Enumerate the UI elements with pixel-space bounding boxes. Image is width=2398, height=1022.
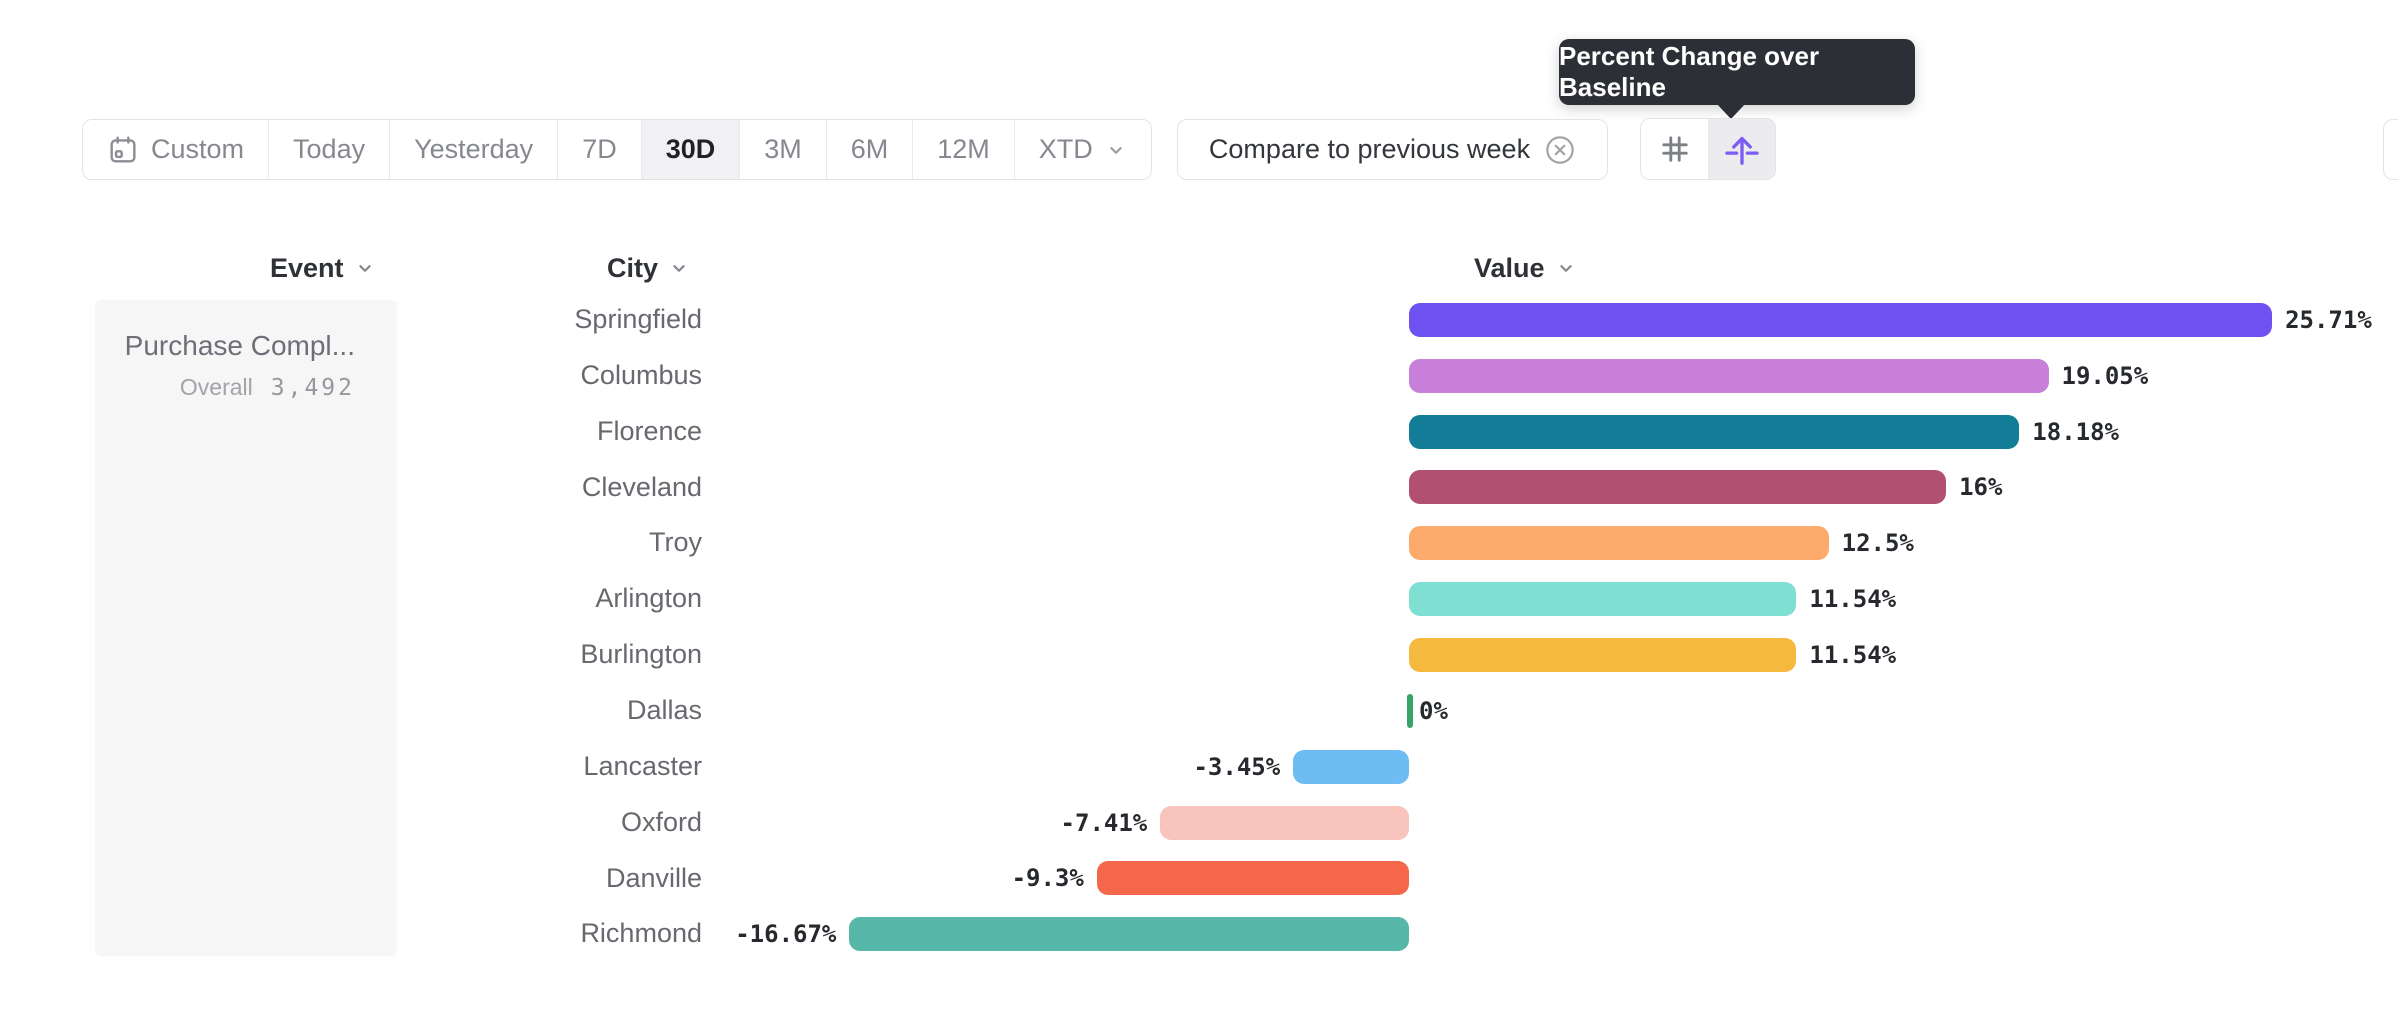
baseline-change-view-button[interactable] xyxy=(1708,119,1775,179)
date-range-30d[interactable]: 30D xyxy=(641,120,741,179)
chart-row-lancaster: Lancaster -3.45% xyxy=(0,739,2398,795)
date-range-12m[interactable]: 12M xyxy=(913,120,1015,179)
chart-row-burlington: Burlington 11.54% xyxy=(0,627,2398,683)
date-range-xtd[interactable]: XTD xyxy=(1014,120,1151,179)
date-range-label: Custom xyxy=(151,134,245,164)
value-label-oxford: -7.41% xyxy=(1060,808,1148,837)
chart-row-springfield: Springfield 25.71% xyxy=(0,292,2398,348)
date-range-label: 7D xyxy=(582,134,617,164)
date-range-today[interactable]: Today xyxy=(269,120,391,179)
event-header-label: Event xyxy=(270,252,344,283)
city-label-florence: Florence xyxy=(596,415,702,446)
number-view-button[interactable] xyxy=(1641,119,1708,179)
city-label-danville: Danville xyxy=(605,862,702,893)
bar-columbus[interactable] xyxy=(1409,358,2049,393)
cutoff-button[interactable] xyxy=(2383,119,2398,180)
overall-label: Overall xyxy=(179,374,253,400)
value-label-dallas: 0% xyxy=(1419,696,1448,725)
city-label-dallas: Dallas xyxy=(626,694,702,725)
bar-dallas[interactable] xyxy=(1407,693,1413,728)
date-range-yesterday[interactable]: Yesterday xyxy=(390,120,559,179)
date-range-control: Custom Today Yesterday 7D 30D 3M 6M 12M XTD xyxy=(82,119,1152,180)
arrow-up-baseline-icon xyxy=(1724,136,1759,165)
bar-cleveland[interactable] xyxy=(1409,470,1947,505)
bar-arlington[interactable] xyxy=(1409,582,1797,617)
city-label-troy: Troy xyxy=(649,527,702,558)
tooltip-percent-change: Percent Change over Baseline xyxy=(1559,39,1915,105)
column-header-event[interactable]: Event xyxy=(270,250,376,286)
value-label-columbus: 19.05% xyxy=(2061,361,2149,390)
compare-pill[interactable]: Compare to previous week xyxy=(1177,119,1608,180)
value-label-richmond: -16.67% xyxy=(735,920,837,949)
date-range-3m[interactable]: 3M xyxy=(740,120,827,179)
date-range-label: 6M xyxy=(850,134,889,164)
chart-row-danville: Danville -9.3% xyxy=(0,851,2398,907)
value-label-cleveland: 16% xyxy=(1959,473,2003,502)
compare-label: Compare to previous week xyxy=(1208,134,1531,164)
hash-icon xyxy=(1661,136,1688,162)
value-label-danville: -9.3% xyxy=(1011,864,1084,893)
column-header-city[interactable]: City xyxy=(607,250,690,286)
chart-row-dallas: Dallas 0% xyxy=(0,683,2398,739)
view-toggle xyxy=(1640,118,1776,180)
city-label-cleveland: Cleveland xyxy=(581,471,702,502)
chart-row-arlington: Arlington 11.54% xyxy=(0,571,2398,627)
chart-row-oxford: Oxford -7.41% xyxy=(0,795,2398,851)
city-label-lancaster: Lancaster xyxy=(583,750,702,781)
event-overall: Overall 3,492 xyxy=(95,374,355,401)
date-range-label: XTD xyxy=(1038,134,1093,164)
column-header-value[interactable]: Value xyxy=(1474,250,1577,286)
bar-florence[interactable] xyxy=(1409,414,2020,449)
bar-lancaster[interactable] xyxy=(1293,749,1409,784)
value-label-lancaster: -3.45% xyxy=(1193,752,1281,781)
bar-troy[interactable] xyxy=(1409,526,1829,561)
city-label-springfield: Springfield xyxy=(574,304,702,334)
date-range-label: Today xyxy=(293,134,366,164)
city-label-columbus: Columbus xyxy=(580,359,702,390)
value-label-troy: 12.5% xyxy=(1841,529,1914,558)
city-label-burlington: Burlington xyxy=(580,639,702,670)
chart-row-columbus: Columbus 19.05% xyxy=(0,348,2398,404)
event-name: Purchase Compl... xyxy=(124,330,355,361)
bar-richmond[interactable] xyxy=(849,917,1409,952)
calendar-icon xyxy=(110,136,136,163)
chart-row-cleveland: Cleveland 16% xyxy=(0,460,2398,516)
date-range-6m[interactable]: 6M xyxy=(826,120,914,179)
tooltip-text: Percent Change over Baseline xyxy=(1559,41,1820,102)
city-label-richmond: Richmond xyxy=(580,918,702,949)
overall-value: 3,492 xyxy=(270,375,355,401)
city-label-arlington: Arlington xyxy=(595,583,702,614)
date-range-label: 12M xyxy=(937,134,990,164)
date-range-label: 30D xyxy=(665,134,716,164)
value-label-florence: 18.18% xyxy=(2032,417,2119,446)
chevron-down-icon xyxy=(673,265,685,272)
date-range-label: 3M xyxy=(764,134,802,164)
close-circle-icon[interactable] xyxy=(1544,134,1576,166)
bar-springfield[interactable] xyxy=(1409,302,2273,337)
event-panel[interactable]: Purchase Compl... Overall 3,492 xyxy=(95,300,397,956)
chevron-down-icon xyxy=(1559,265,1572,272)
value-label-arlington: 11.54% xyxy=(1809,585,1897,614)
tooltip-arrow xyxy=(1716,103,1746,119)
city-header-label: City xyxy=(607,252,659,283)
bar-danville[interactable] xyxy=(1096,861,1409,896)
chart-row-florence: Florence 18.18% xyxy=(0,404,2398,460)
chevron-down-icon xyxy=(358,265,371,272)
chart-row-richmond: Richmond -16.67% xyxy=(0,906,2398,962)
bar-oxford[interactable] xyxy=(1160,805,1409,840)
city-label-oxford: Oxford xyxy=(620,806,702,837)
chart-row-troy: Troy 12.5% xyxy=(0,515,2398,571)
value-header-label: Value xyxy=(1474,252,1545,283)
date-range-7d[interactable]: 7D xyxy=(558,120,642,179)
bar-burlington[interactable] xyxy=(1409,638,1797,673)
date-range-label: Yesterday xyxy=(414,134,534,164)
date-range-custom[interactable]: Custom xyxy=(83,120,270,179)
value-label-springfield: 25.71% xyxy=(2285,305,2372,334)
value-label-burlington: 11.54% xyxy=(1809,641,1897,670)
chevron-down-icon xyxy=(1110,146,1122,154)
